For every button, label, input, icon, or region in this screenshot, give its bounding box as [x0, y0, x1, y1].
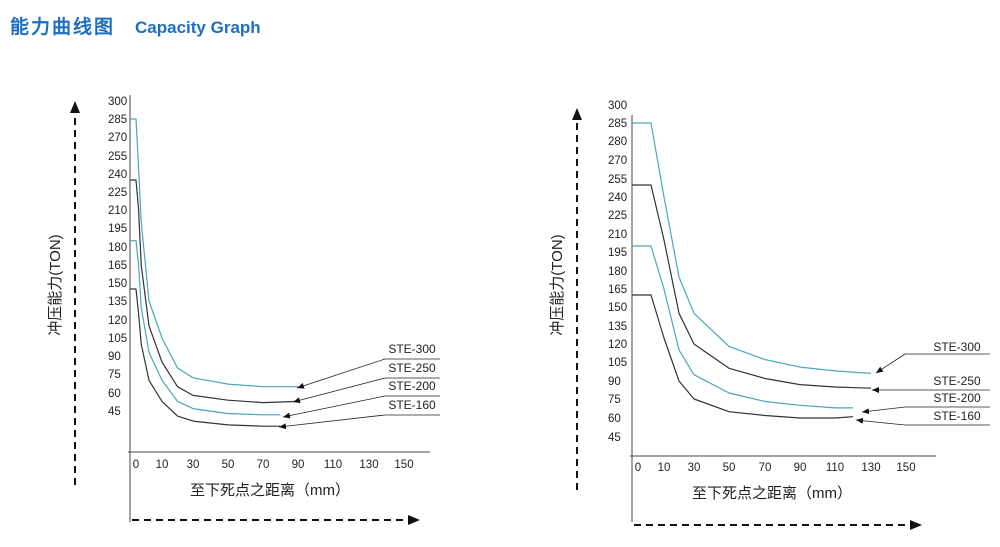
- x-axis-arrowhead: [910, 520, 922, 530]
- y-tick-label: 225: [608, 210, 627, 222]
- series-line-ste-160: [130, 288, 281, 427]
- x-tick-label: 10: [658, 462, 671, 474]
- y-tick-label: 135: [108, 296, 127, 308]
- series-label-ste-300: STE-300: [933, 340, 981, 354]
- series-label-ste-160: STE-160: [933, 409, 981, 423]
- series-pointer-arrow: [278, 414, 386, 430]
- y-tick-label: 280: [608, 136, 627, 148]
- y-tick-label: 105: [608, 357, 627, 369]
- x-tick-label: 30: [187, 459, 200, 471]
- series-pointer-arrow: [861, 406, 906, 415]
- y-tick-label: 150: [608, 302, 627, 314]
- y-axis-title: 冲压能力(TON): [47, 234, 64, 335]
- x-axis-title: 至下死点之距离（mm）: [190, 482, 350, 499]
- series-line-ste-200: [130, 240, 281, 416]
- series-label-ste-160: STE-160: [388, 398, 436, 412]
- y-tick-label: 210: [608, 229, 627, 241]
- series-pointer-arrow: [296, 358, 386, 389]
- y-tick-label: 75: [608, 394, 621, 406]
- x-tick-label: 90: [292, 459, 305, 471]
- y-tick-label: 300: [108, 96, 127, 108]
- x-axis-arrowhead: [408, 515, 420, 525]
- y-axis-title: 冲压能力(TON): [549, 234, 566, 335]
- x-tick-label: 90: [794, 462, 807, 474]
- series-label-ste-200: STE-200: [933, 391, 981, 405]
- y-tick-label: 150: [108, 278, 127, 290]
- series-line-ste-160: [632, 294, 854, 419]
- series-line-ste-300: [632, 122, 872, 374]
- x-tick-label: 110: [324, 459, 342, 471]
- y-tick-label: 285: [608, 118, 627, 130]
- y-tick-label: 240: [108, 169, 127, 181]
- series-pointer-arrow: [875, 353, 906, 374]
- series-line-ste-250: [632, 184, 872, 389]
- y-tick-label: 255: [608, 174, 627, 186]
- y-tick-label: 270: [108, 132, 127, 144]
- x-tick-label: 110: [826, 462, 844, 474]
- series-pointer-arrow: [292, 377, 386, 404]
- x-tick-label: 130: [861, 462, 880, 474]
- x-tick-label: 70: [257, 459, 270, 471]
- y-tick-label: 60: [608, 413, 621, 425]
- title-english: Capacity Graph: [135, 18, 261, 37]
- y-tick-label: 45: [608, 432, 621, 444]
- y-tick-label: 180: [108, 242, 127, 254]
- x-tick-label: 130: [359, 459, 378, 471]
- y-tick-label: 255: [108, 151, 127, 163]
- y-tick-label: 120: [108, 315, 127, 327]
- y-axis-arrowhead: [572, 108, 582, 120]
- series-label-ste-250: STE-250: [933, 374, 981, 388]
- capacity-chart-2: 3002852802702552402252101951801651501351…: [549, 100, 990, 530]
- series-label-ste-200: STE-200: [388, 379, 436, 393]
- y-tick-label: 300: [608, 100, 627, 112]
- y-tick-label: 225: [108, 187, 127, 199]
- series-line-ste-300: [130, 118, 298, 388]
- title-chinese: 能力曲线图: [10, 16, 116, 38]
- x-tick-label: 50: [723, 462, 736, 474]
- y-tick-label: 45: [108, 406, 121, 418]
- x-tick-label: 150: [394, 459, 413, 471]
- series-label-ste-250: STE-250: [388, 361, 436, 375]
- y-tick-label: 90: [608, 376, 621, 388]
- y-tick-label: 60: [108, 388, 121, 400]
- x-tick-label: 70: [759, 462, 772, 474]
- y-tick-label: 135: [608, 321, 627, 333]
- y-tick-label: 270: [608, 155, 627, 167]
- y-tick-label: 195: [608, 247, 627, 259]
- y-tick-label: 165: [108, 260, 127, 272]
- y-axis-arrowhead: [70, 101, 80, 113]
- y-tick-label: 210: [108, 205, 127, 217]
- series-line-ste-250: [130, 179, 299, 404]
- y-tick-label: 240: [608, 192, 627, 204]
- x-axis-title: 至下死点之距离（mm）: [692, 485, 852, 502]
- x-tick-label: 50: [222, 459, 235, 471]
- x-tick-label: 150: [896, 462, 915, 474]
- y-tick-label: 75: [108, 369, 121, 381]
- series-pointer-arrow: [282, 395, 386, 419]
- y-tick-label: 195: [108, 223, 127, 235]
- page-header: 能力曲线图 Capacity Graph: [10, 12, 261, 42]
- y-tick-label: 120: [608, 339, 627, 351]
- x-tick-label: 0: [133, 459, 139, 471]
- x-tick-label: 10: [156, 459, 169, 471]
- capacity-chart-1: 3002852702552402252101951801651501351201…: [47, 95, 440, 525]
- x-tick-label: 30: [688, 462, 701, 474]
- y-tick-label: 105: [108, 333, 127, 345]
- y-tick-label: 165: [608, 284, 627, 296]
- series-pointer-arrow: [855, 417, 906, 426]
- series-label-ste-300: STE-300: [388, 342, 436, 356]
- y-tick-label: 180: [608, 266, 627, 278]
- y-tick-label: 90: [108, 351, 121, 363]
- y-tick-label: 285: [108, 114, 127, 126]
- x-tick-label: 0: [635, 462, 641, 474]
- series-line-ste-200: [632, 245, 853, 409]
